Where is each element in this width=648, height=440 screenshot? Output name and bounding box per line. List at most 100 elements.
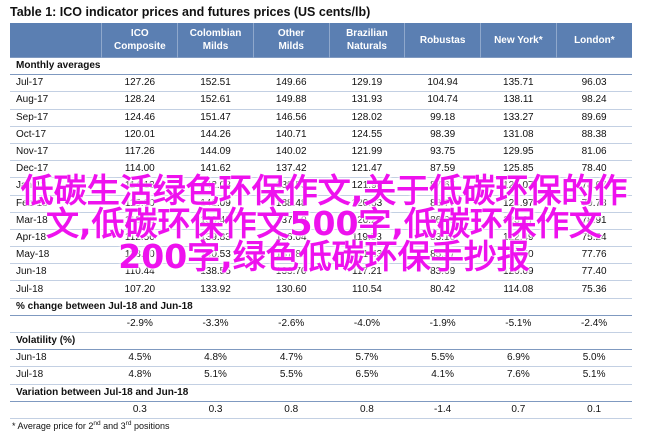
- table-cell: 146.56: [253, 109, 330, 127]
- table-cell: 98.39: [404, 126, 481, 144]
- table-cell: 123.37: [480, 212, 557, 230]
- table-cell: 107.20: [101, 280, 178, 299]
- section-heading-row: Volatility (%): [10, 331, 632, 351]
- row-label: Jan-18: [10, 177, 102, 196]
- table-row: Sep-17 124.46 151.47 146.56 128.02 99.18 133.2…: [10, 109, 632, 127]
- table-cell: 137.10: [253, 212, 330, 230]
- table-cell: -5.1%: [480, 315, 557, 334]
- table-cell: 0.3: [101, 401, 178, 419]
- footnote-text: and 3: [100, 421, 126, 431]
- table-cell: 151.47: [177, 109, 254, 127]
- table-cell: 75.36: [556, 280, 632, 299]
- table-cell: 117.26: [101, 143, 178, 162]
- table-cell: -2.6%: [253, 315, 330, 334]
- column-header-line1: Brazilian: [346, 28, 388, 39]
- section-heading-row: Variation between Jul-18 and Jun-18: [10, 383, 632, 402]
- row-label: Jun-18: [10, 349, 102, 368]
- column-header-line1: Colombian: [189, 28, 242, 39]
- table-cell: 140.02: [253, 143, 330, 162]
- table-row: Jan-18 114.13 142.03 139.53 121.90 87.67 124.0…: [10, 177, 632, 196]
- table-row: Oct-17 120.01 144.26 140.71 124.55 98.39 131.0…: [10, 126, 632, 144]
- table-cell: 124.46: [101, 109, 178, 127]
- column-header: ICO Composite: [101, 23, 179, 58]
- row-label: Jul-18: [10, 366, 102, 385]
- table-cell: 81.06: [556, 143, 632, 162]
- table-cell: 88.38: [556, 126, 632, 144]
- table-cell: 131.08: [480, 126, 557, 144]
- table-cell: 119.53: [329, 229, 405, 248]
- table-cell: 125.85: [480, 160, 557, 179]
- section-heading: Volatility (%): [10, 331, 632, 351]
- table-row: Nov-17 117.26 144.09 140.02 121.99 93.75 129.9…: [10, 143, 632, 162]
- table-cell: 128.02: [329, 109, 405, 127]
- table-cell: 0.8: [253, 401, 330, 419]
- table-cell: 5.1%: [177, 366, 254, 385]
- table-row: Jun-18 110.44 138.55 133.70 117.21 83.69 120.0…: [10, 263, 632, 282]
- row-label: Sep-17: [10, 109, 102, 127]
- column-header-line1: Other: [277, 28, 305, 39]
- table-cell: 0.1: [556, 401, 632, 419]
- table-cell: 114.00: [101, 160, 178, 179]
- table-cell: 139.53: [253, 177, 330, 196]
- table-cell: 138.11: [480, 91, 557, 110]
- section-heading: Variation between Jul-18 and Jun-18: [10, 383, 632, 402]
- table-cell: 138.48: [253, 195, 330, 213]
- table-cell: 87.67: [404, 177, 481, 196]
- table-cell: 110.44: [101, 263, 178, 282]
- table-cell: 138.55: [177, 263, 254, 282]
- table-cell: 137.42: [253, 160, 330, 179]
- column-header-line2: Naturals: [346, 41, 387, 52]
- table-cell: 139.42: [177, 212, 254, 230]
- table-cell: 144.26: [177, 126, 254, 144]
- table-cell: 79.78: [556, 195, 632, 213]
- table-row: Mar-18 113.73 139.42 137.10 120.24 86.99 123.3…: [10, 212, 632, 230]
- row-label: Apr-18: [10, 229, 102, 248]
- table-cell: 96.03: [556, 74, 632, 93]
- table-cell: 4.7%: [253, 349, 330, 368]
- price-table: ICO Composite Colombian Milds Other Milds Braz…: [10, 23, 632, 419]
- watermark-line-3: 200字,绿色低碳环保手抄报: [118, 237, 530, 276]
- table-cell: 130.60: [253, 280, 330, 299]
- table-cell: 0.7: [480, 401, 557, 419]
- table-title: Table 1: ICO indicator prices and future…: [10, 5, 371, 19]
- table-cell: 5.0%: [556, 349, 632, 368]
- watermark-line-2: 文,低碳环保作文500字,低碳环保作文: [46, 204, 602, 243]
- table-cell: 4.8%: [177, 349, 254, 368]
- table-cell: 6.5%: [329, 366, 405, 385]
- table-cell: 133.27: [480, 109, 557, 127]
- row-label: [10, 315, 102, 334]
- table-cell: 78.91: [556, 212, 632, 230]
- table-row: Jul-18 4.8% 5.1% 5.5% 6.5% 4.1% 7.6% 5.1%: [10, 366, 632, 385]
- table-cell: 121.47: [329, 160, 405, 179]
- row-label: Jul-18: [10, 280, 102, 299]
- column-header-line2: Milds: [278, 41, 304, 52]
- table-cell: 120.83: [329, 195, 405, 213]
- table-cell: 117.21: [329, 263, 405, 282]
- table-cell: 75.24: [556, 229, 632, 248]
- table-cell: -1.4: [404, 401, 481, 419]
- table-cell: -3.3%: [177, 315, 254, 334]
- column-header: New York*: [480, 23, 557, 58]
- table-cell: 5.5%: [253, 366, 330, 385]
- column-header: Colombian Milds: [177, 23, 254, 58]
- table-cell: 133.92: [177, 280, 254, 299]
- table-cell: 128.24: [101, 91, 178, 110]
- column-header-line1: Robustas: [419, 34, 466, 46]
- table-cell: 4.1%: [404, 366, 481, 385]
- table-cell: 4.8%: [101, 366, 178, 385]
- table-cell: 88.77: [404, 195, 481, 213]
- table-cell: 129.19: [329, 74, 405, 93]
- table-cell: 135.71: [480, 74, 557, 93]
- table-cell: 7.6%: [480, 366, 557, 385]
- table-cell: 124.97: [480, 195, 557, 213]
- table-cell: 131.93: [329, 91, 405, 110]
- table-cell: 78.67: [556, 177, 632, 196]
- table-cell: 5.1%: [556, 366, 632, 385]
- table-cell: -4.0%: [329, 315, 405, 334]
- table-cell: 120.24: [329, 212, 405, 230]
- table-cell: 120.09: [480, 263, 557, 282]
- footnote-sup: rd: [125, 420, 132, 427]
- table-cell: 104.94: [404, 74, 481, 93]
- footnote: * Average price for 2nd and 3rd position…: [12, 420, 169, 431]
- table-cell: 129.95: [480, 143, 557, 162]
